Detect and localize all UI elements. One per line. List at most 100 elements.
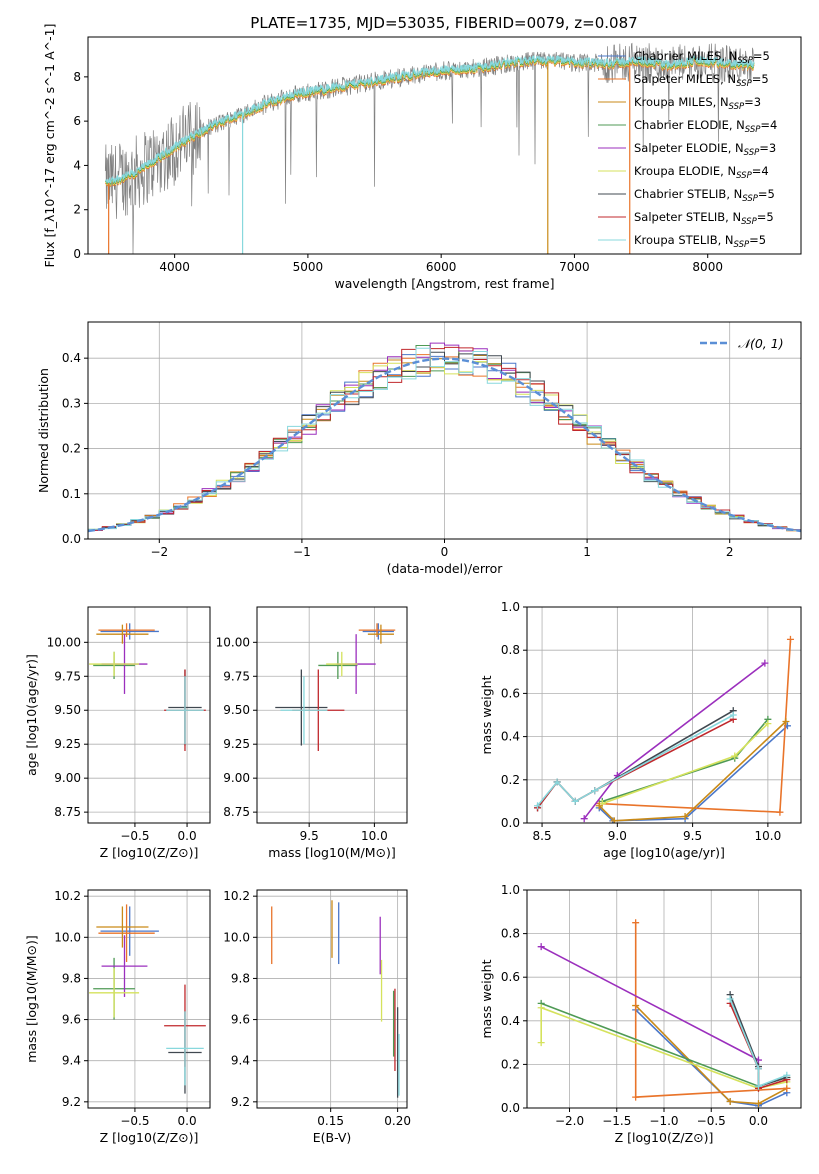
x-tick-label: 0.0 — [178, 829, 197, 843]
x-tick-label: 9.5 — [683, 829, 702, 843]
legend-label: 𝒩(0, 1) — [738, 336, 784, 351]
mass-weight-marker — [783, 1084, 791, 1092]
y-tick-label: 9.25 — [54, 737, 81, 751]
mass-weight-marker — [782, 717, 790, 725]
y-tick-label: 8.75 — [223, 805, 250, 819]
x-tick-label: −2.0 — [555, 1114, 584, 1128]
x-tick-label: 9.0 — [608, 829, 627, 843]
x-tick-label: −1 — [293, 545, 311, 559]
residual-histogram-line — [88, 342, 801, 531]
age-vs-metallicity-panel: −0.5 0.0 8.75 9.00 9.25 9.50 9.75 10.00 Z [log10… — [24, 606, 211, 860]
legend-label: Chabrier MILES, NSSP=5 — [634, 49, 770, 66]
x-axis-label: Z [log10(Z/Z⊙)] — [615, 1130, 714, 1145]
legend-label-value: =3 — [759, 141, 776, 155]
mass-weight-line — [536, 718, 734, 809]
axes-frame — [87, 36, 802, 255]
y-tick-label: 8 — [73, 70, 81, 84]
legend-label-value: =5 — [753, 49, 770, 63]
y-tick-label: 0.4 — [501, 730, 520, 744]
y-tick-label: 0.2 — [62, 442, 81, 456]
mass-weight-marker — [571, 797, 579, 805]
plot-area — [89, 623, 206, 751]
y-tick-label: 9.50 — [54, 703, 81, 717]
x-tick-label: 4000 — [159, 260, 190, 274]
mass-weight-marker — [537, 1039, 545, 1047]
legend-label: Kroupa STELIB, NSSP=5 — [634, 233, 766, 250]
mass-weight-marker — [754, 1082, 762, 1090]
y-tick-label: 9.6 — [231, 1013, 250, 1027]
mass-weight-marker — [726, 995, 734, 1003]
y-tick-label: 10.0 — [54, 930, 81, 944]
mass-weight-line — [598, 720, 787, 822]
x-tick-label: −1.0 — [649, 1114, 678, 1128]
y-axis-label: Flux [f_λ10^-17 erg cm^-2 s^-1 A^-1] — [42, 24, 57, 268]
y-tick-label: 0.0 — [501, 1101, 520, 1115]
mass-weight-marker — [580, 815, 588, 823]
legend-label: Chabrier STELIB, NSSP=5 — [634, 187, 775, 204]
mass-weight-line — [598, 725, 789, 822]
x-tick-label: 10.0 — [755, 829, 782, 843]
y-tick-label: 10.2 — [54, 889, 81, 903]
y-tick-label: 0.2 — [501, 773, 520, 787]
y-tick-label: 9.2 — [62, 1095, 81, 1109]
y-tick-label: 0.0 — [501, 816, 520, 830]
legend-label: Salpeter ELODIE, NSSP=3 — [634, 141, 776, 158]
x-axis-label: (data-model)/error — [387, 561, 504, 576]
legend-label-value: =3 — [744, 95, 761, 109]
x-axis-label: wavelength [Angstrom, rest frame] — [334, 276, 554, 291]
mass-weight-marker — [534, 802, 542, 810]
y-axis-label: mass weight — [479, 675, 494, 754]
y-tick-label: 0.2 — [501, 1057, 520, 1071]
y-tick-label: 9.4 — [62, 1054, 81, 1068]
x-tick-label: 0.15 — [317, 1114, 344, 1128]
axes-frame — [256, 889, 408, 1109]
legend-label-value: =5 — [758, 187, 775, 201]
plot-area — [89, 904, 206, 1094]
y-tick-label: 0.8 — [501, 927, 520, 941]
plot-area — [104, 42, 755, 254]
mass-weight-marker — [632, 919, 640, 927]
residuals-panel: −2 −1 0 1 2 0.0 0.1 0.2 0.3 0.4 (data-model)/error… — [36, 321, 802, 576]
mass-weight-marker — [537, 943, 545, 951]
x-tick-label: 2 — [726, 545, 734, 559]
mass-weight-marker — [726, 1097, 734, 1105]
legend-label-subscript: SSP — [737, 56, 753, 66]
y-tick-label: 6 — [73, 114, 81, 128]
mass-weight-marker — [783, 1071, 791, 1079]
mass-weight-marker — [754, 1065, 762, 1073]
mass-weight-marker — [595, 802, 603, 810]
x-axis-label: Z [log10(Z/Z⊙)] — [100, 845, 199, 860]
mass-weight-marker — [632, 1093, 640, 1101]
mass-weight-line — [602, 723, 769, 805]
y-axis-label: age [log10(age/yr)] — [24, 654, 39, 776]
legend-label-value: =5 — [752, 72, 769, 86]
y-tick-label: 0 — [73, 247, 81, 261]
x-tick-label: 6000 — [426, 260, 457, 274]
mass-weight-marker — [553, 778, 561, 786]
x-tick-label: 0.0 — [178, 1114, 197, 1128]
x-tick-label: 8000 — [692, 260, 723, 274]
x-tick-label: −0.5 — [120, 1114, 149, 1128]
y-tick-label: 0.3 — [62, 396, 81, 410]
legend-label: Kroupa MILES, NSSP=3 — [634, 95, 761, 112]
mass-weight-marker — [754, 1100, 762, 1108]
legend-label-value: =4 — [752, 164, 769, 178]
y-tick-label: 9.50 — [223, 703, 250, 717]
mass-weight-line — [635, 1004, 788, 1105]
figure-title: PLATE=1735, MJD=53035, FIBERID=0079, z=0… — [250, 14, 637, 32]
legend-label-subscript: SSP — [736, 79, 752, 89]
x-tick-label: 0.20 — [384, 1114, 411, 1128]
plot-area — [271, 900, 400, 1098]
plot-area — [537, 919, 791, 1108]
spectrum-legend: Chabrier MILES, NSSP=5 Salpeter MILES, NS… — [598, 49, 777, 250]
x-axis-label: E(B-V) — [313, 1130, 352, 1145]
y-tick-label: 0.4 — [62, 351, 81, 365]
legend-label-subscript: SSP — [734, 240, 750, 250]
residual-histogram-line — [88, 347, 801, 531]
mass-weight-line — [602, 718, 769, 803]
y-tick-label: 10.0 — [223, 930, 250, 944]
y-tick-label: 0.6 — [501, 686, 520, 700]
y-tick-label: 9.75 — [223, 669, 250, 683]
legend-label-subscript: SSP — [744, 148, 760, 158]
mass-weight-line — [540, 945, 759, 1061]
